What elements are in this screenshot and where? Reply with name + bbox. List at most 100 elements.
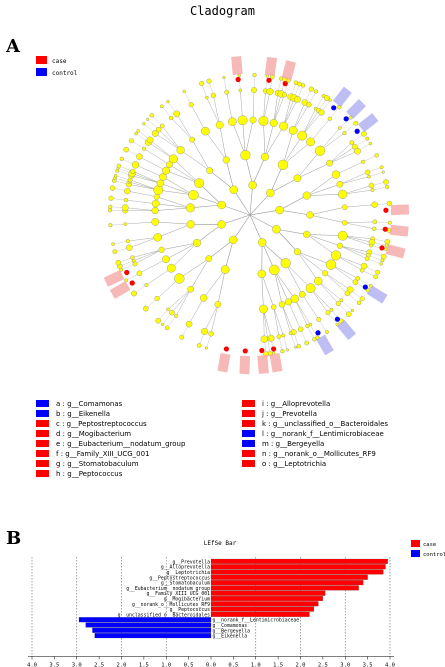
- clade-highlight-control: [358, 113, 379, 133]
- branch: [263, 309, 265, 340]
- branch: [179, 258, 209, 279]
- bar-label: g__Bergeyella: [213, 628, 251, 634]
- taxon-label-k: k : g__unclassified_o__Bacteroidales: [262, 420, 388, 428]
- branch: [306, 174, 337, 196]
- branch: [139, 156, 167, 171]
- tree-node: [222, 75, 226, 79]
- bar-g__Comamonas: [85, 622, 212, 628]
- tree-node: [373, 274, 378, 280]
- branch: [341, 300, 353, 311]
- taxon-swatch-d: [36, 430, 49, 437]
- branch: [309, 206, 345, 216]
- tree-node: [272, 225, 281, 234]
- tree-node: [355, 275, 361, 281]
- tree-node: [111, 242, 115, 246]
- branch: [245, 119, 254, 156]
- tree-node: [151, 130, 159, 137]
- tree-node: [115, 259, 122, 266]
- tree-node: [304, 340, 309, 346]
- clade-marker-control: [315, 330, 321, 336]
- tree-node: [166, 307, 170, 312]
- tree-node: [371, 201, 378, 208]
- tree-node: [109, 185, 116, 191]
- bar-label: g__Mogibacterium: [164, 597, 210, 603]
- branch: [342, 189, 373, 195]
- tree-node: [325, 330, 329, 334]
- bar-g__Peptostreptococcus: [210, 574, 368, 580]
- branch: [273, 306, 284, 336]
- tree-node: [385, 184, 390, 189]
- tree-node: [290, 294, 299, 304]
- tree-node: [312, 337, 317, 342]
- branch: [221, 214, 251, 225]
- clade-highlight-case: [239, 355, 251, 375]
- clade-highlight-case: [385, 244, 406, 259]
- tree-node: [188, 102, 194, 108]
- bar-label: g__norank_f__Lentimicrobiaceae: [213, 618, 300, 624]
- clade-highlight-case: [103, 270, 125, 287]
- x-tick-label: 3.0: [72, 663, 82, 667]
- tree-node: [249, 116, 257, 124]
- branch: [276, 229, 298, 252]
- tree-node: [121, 204, 129, 212]
- branch: [149, 139, 174, 160]
- x-tick-label: 2.0: [117, 663, 127, 667]
- tree-node: [112, 249, 118, 255]
- clade-marker-case: [124, 269, 130, 276]
- tree-node: [169, 310, 175, 316]
- branch: [209, 170, 234, 191]
- branch: [176, 113, 193, 140]
- tree-node: [108, 195, 114, 201]
- branch: [249, 209, 280, 216]
- branch: [134, 249, 162, 265]
- clade-marker-case: [242, 348, 248, 354]
- legend-swatch-case: [36, 56, 47, 64]
- branch: [306, 234, 337, 256]
- tree-node: [330, 250, 341, 261]
- tree-node: [159, 173, 167, 181]
- branch: [133, 249, 162, 262]
- tree-node: [275, 205, 284, 215]
- x-tick-label: 3.0: [340, 663, 350, 667]
- taxon-swatch-g: [36, 460, 49, 467]
- tree-node: [369, 243, 374, 248]
- branch: [143, 148, 170, 165]
- tree-node: [149, 113, 154, 118]
- tree-node: [119, 156, 124, 161]
- tree-node: [314, 276, 323, 286]
- tree-node: [372, 219, 378, 225]
- clade-highlight-case: [281, 60, 296, 81]
- branch: [274, 269, 295, 299]
- taxon-label-f: f : g__Family_XIII_UCG_001: [56, 450, 150, 458]
- clade-marker-case: [379, 245, 385, 251]
- branch: [273, 306, 280, 337]
- tree-node: [108, 204, 113, 209]
- branch: [362, 270, 376, 278]
- branch: [318, 319, 328, 333]
- taxon-label-o: o : g__Leptotrichia: [262, 460, 326, 468]
- panel-label-a: A: [6, 36, 20, 57]
- branch: [335, 255, 365, 267]
- tree-node: [288, 126, 298, 135]
- tree-node: [257, 238, 267, 247]
- branch: [344, 221, 375, 224]
- bar-g__Mogibacterium: [210, 595, 323, 601]
- tree-node: [328, 98, 332, 102]
- taxon-swatch-k: [242, 420, 255, 427]
- tree-node: [220, 265, 230, 274]
- tree-node: [297, 130, 308, 141]
- bar-g__Alloprevotella: [210, 564, 386, 570]
- tree-node: [306, 137, 315, 147]
- clade-marker-control: [343, 116, 349, 122]
- branch: [306, 184, 340, 196]
- branch: [162, 176, 194, 196]
- branch: [324, 273, 348, 294]
- clade-highlight-control: [336, 319, 357, 341]
- tree-node: [196, 343, 202, 348]
- tree-node: [314, 145, 326, 156]
- branch: [203, 269, 226, 299]
- branch: [276, 228, 307, 235]
- taxon-label-h: h : g__Peptococcus: [56, 470, 123, 478]
- branch: [339, 245, 369, 256]
